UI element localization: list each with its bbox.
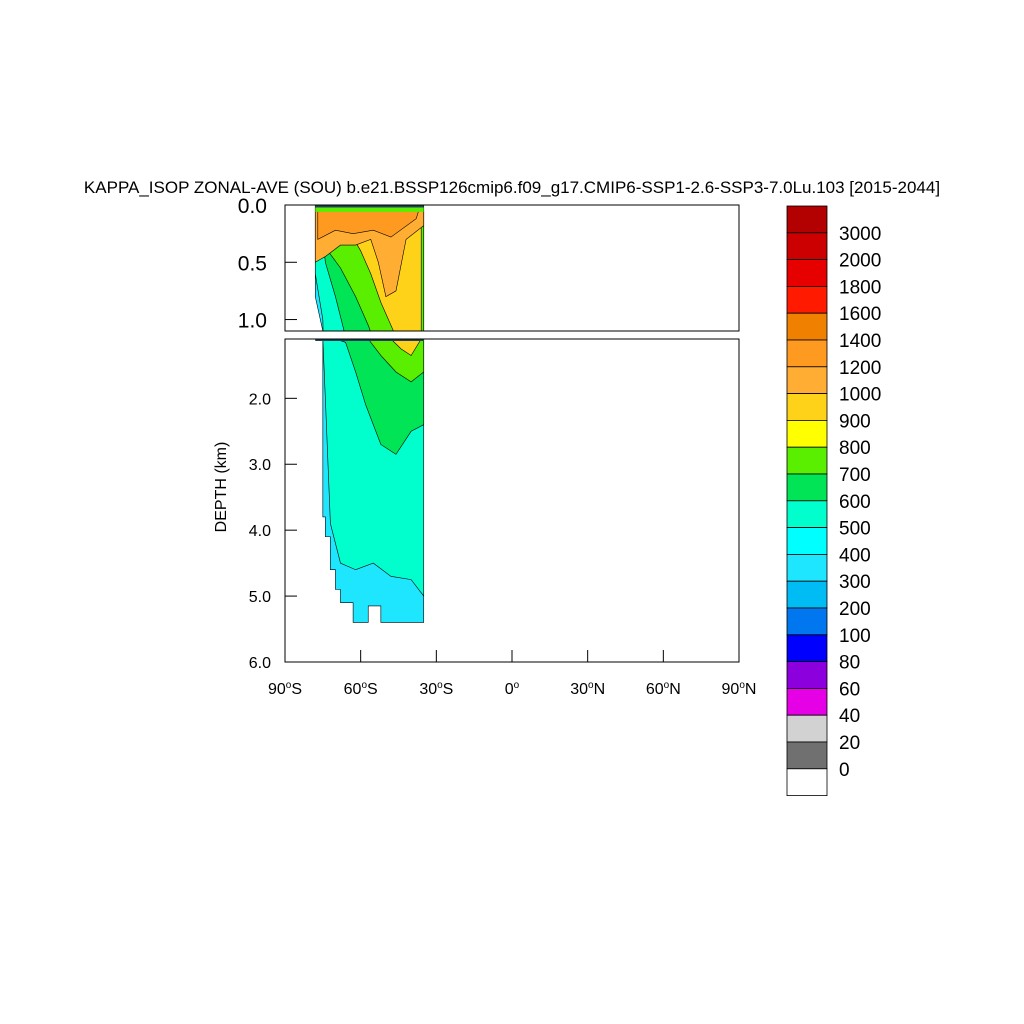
- colorbar-level-label: 1000: [839, 385, 881, 406]
- colorbar-level-label: 1800: [839, 277, 881, 298]
- colorbar-box: [786, 500, 828, 528]
- upper-fill: [314, 205, 425, 331]
- y-tick-label-lower: 2.0: [249, 391, 271, 408]
- y-axis-upper: 0.0 0.5 1.0: [238, 195, 297, 333]
- colorbar-level-label: 3000: [839, 224, 881, 245]
- y-tick-label-upper: 0.5: [238, 252, 267, 275]
- colorbar-level-label: 200: [839, 599, 871, 620]
- x-tick-label: 0o: [505, 680, 520, 698]
- y-tick-label-lower: 5.0: [249, 589, 271, 606]
- x-tick-label: 60oN: [646, 680, 681, 698]
- colorbar-box: [786, 205, 828, 234]
- colorbar: [786, 205, 828, 796]
- colorbar-box: [786, 527, 828, 555]
- x-tick-label: 90oS: [268, 680, 302, 698]
- colorbar-box: [786, 768, 828, 796]
- x-tick-label: 30oN: [570, 680, 605, 698]
- chart-title: KAPPA_ISOP ZONAL-AVE (SOU) b.e21.BSSP126…: [84, 178, 940, 197]
- colorbar-level-label: 800: [839, 438, 871, 459]
- field-surface-dark: [315, 339, 424, 341]
- colorbar-level-label: 400: [839, 545, 871, 566]
- colorbar-box: [786, 312, 828, 341]
- colorbar-level-label: 100: [839, 626, 871, 647]
- colorbar-level-label: 20: [839, 733, 860, 754]
- y-axis-lower: 2.0 3.0 4.0 5.0 6.0: [249, 391, 297, 672]
- colorbar-box: [786, 366, 828, 394]
- colorbar-level-label: 600: [839, 492, 871, 513]
- colorbar-level-label: 500: [839, 519, 871, 540]
- field-surface-dark: [315, 205, 424, 208]
- field-700-800: [322, 339, 425, 383]
- colorbar-box: [786, 285, 828, 314]
- colorbar-box: [786, 688, 828, 716]
- colorbar-box: [786, 554, 828, 582]
- y-tick-label-lower: 6.0: [249, 655, 271, 672]
- colorbar-level-label: 80: [839, 653, 860, 674]
- colorbar-level-label: 2000: [839, 251, 881, 272]
- colorbar-box: [786, 634, 828, 662]
- colorbar-box: [786, 473, 828, 502]
- y-tick-label-upper: 0.0: [238, 195, 267, 218]
- colorbar-box: [786, 607, 828, 636]
- colorbar-box: [786, 393, 828, 421]
- colorbar-level-label: 0: [839, 760, 850, 781]
- colorbar-level-label: 1200: [839, 358, 881, 379]
- colorbar-box: [786, 446, 828, 475]
- colorbar-level-label: 1400: [839, 331, 881, 352]
- upper-frame-top: [284, 204, 740, 332]
- colorbar-box: [786, 259, 828, 287]
- colorbar-level-label: 700: [839, 465, 871, 486]
- y-tick-label-lower: 3.0: [249, 457, 271, 474]
- colorbar-level-label: 40: [839, 706, 860, 727]
- colorbar-box: [786, 419, 828, 448]
- x-tick-label: 90oN: [722, 680, 757, 698]
- colorbar-labels: 3000200018001600140012001000900800700600…: [839, 224, 881, 781]
- x-axis: 90oS 60oS 30oS 0o 30oN 60oN 90oN: [268, 650, 756, 698]
- colorbar-box: [786, 580, 828, 609]
- colorbar-level-label: 900: [839, 411, 871, 432]
- field-core: [345, 339, 422, 356]
- colorbar-level-label: 1600: [839, 304, 881, 325]
- colorbar-box: [786, 741, 828, 770]
- colorbar-level-label: 300: [839, 572, 871, 593]
- x-tick-label: 60oS: [344, 680, 378, 698]
- colorbar-box: [786, 714, 828, 743]
- contour-fill-layer: [314, 205, 425, 623]
- field-1200: [317, 210, 420, 240]
- colorbar-level-label: 60: [839, 679, 860, 700]
- x-tick-label: 30oS: [419, 680, 453, 698]
- field-surface-green: [315, 207, 424, 212]
- colorbar-box: [786, 661, 828, 689]
- colorbar-box: [786, 232, 828, 261]
- y-axis-label: DEPTH (km): [213, 442, 230, 533]
- y-tick-label-lower: 4.0: [249, 523, 271, 540]
- y-tick-label-upper: 1.0: [238, 310, 267, 333]
- lower-fill: [315, 339, 425, 623]
- colorbar-box: [786, 339, 828, 368]
